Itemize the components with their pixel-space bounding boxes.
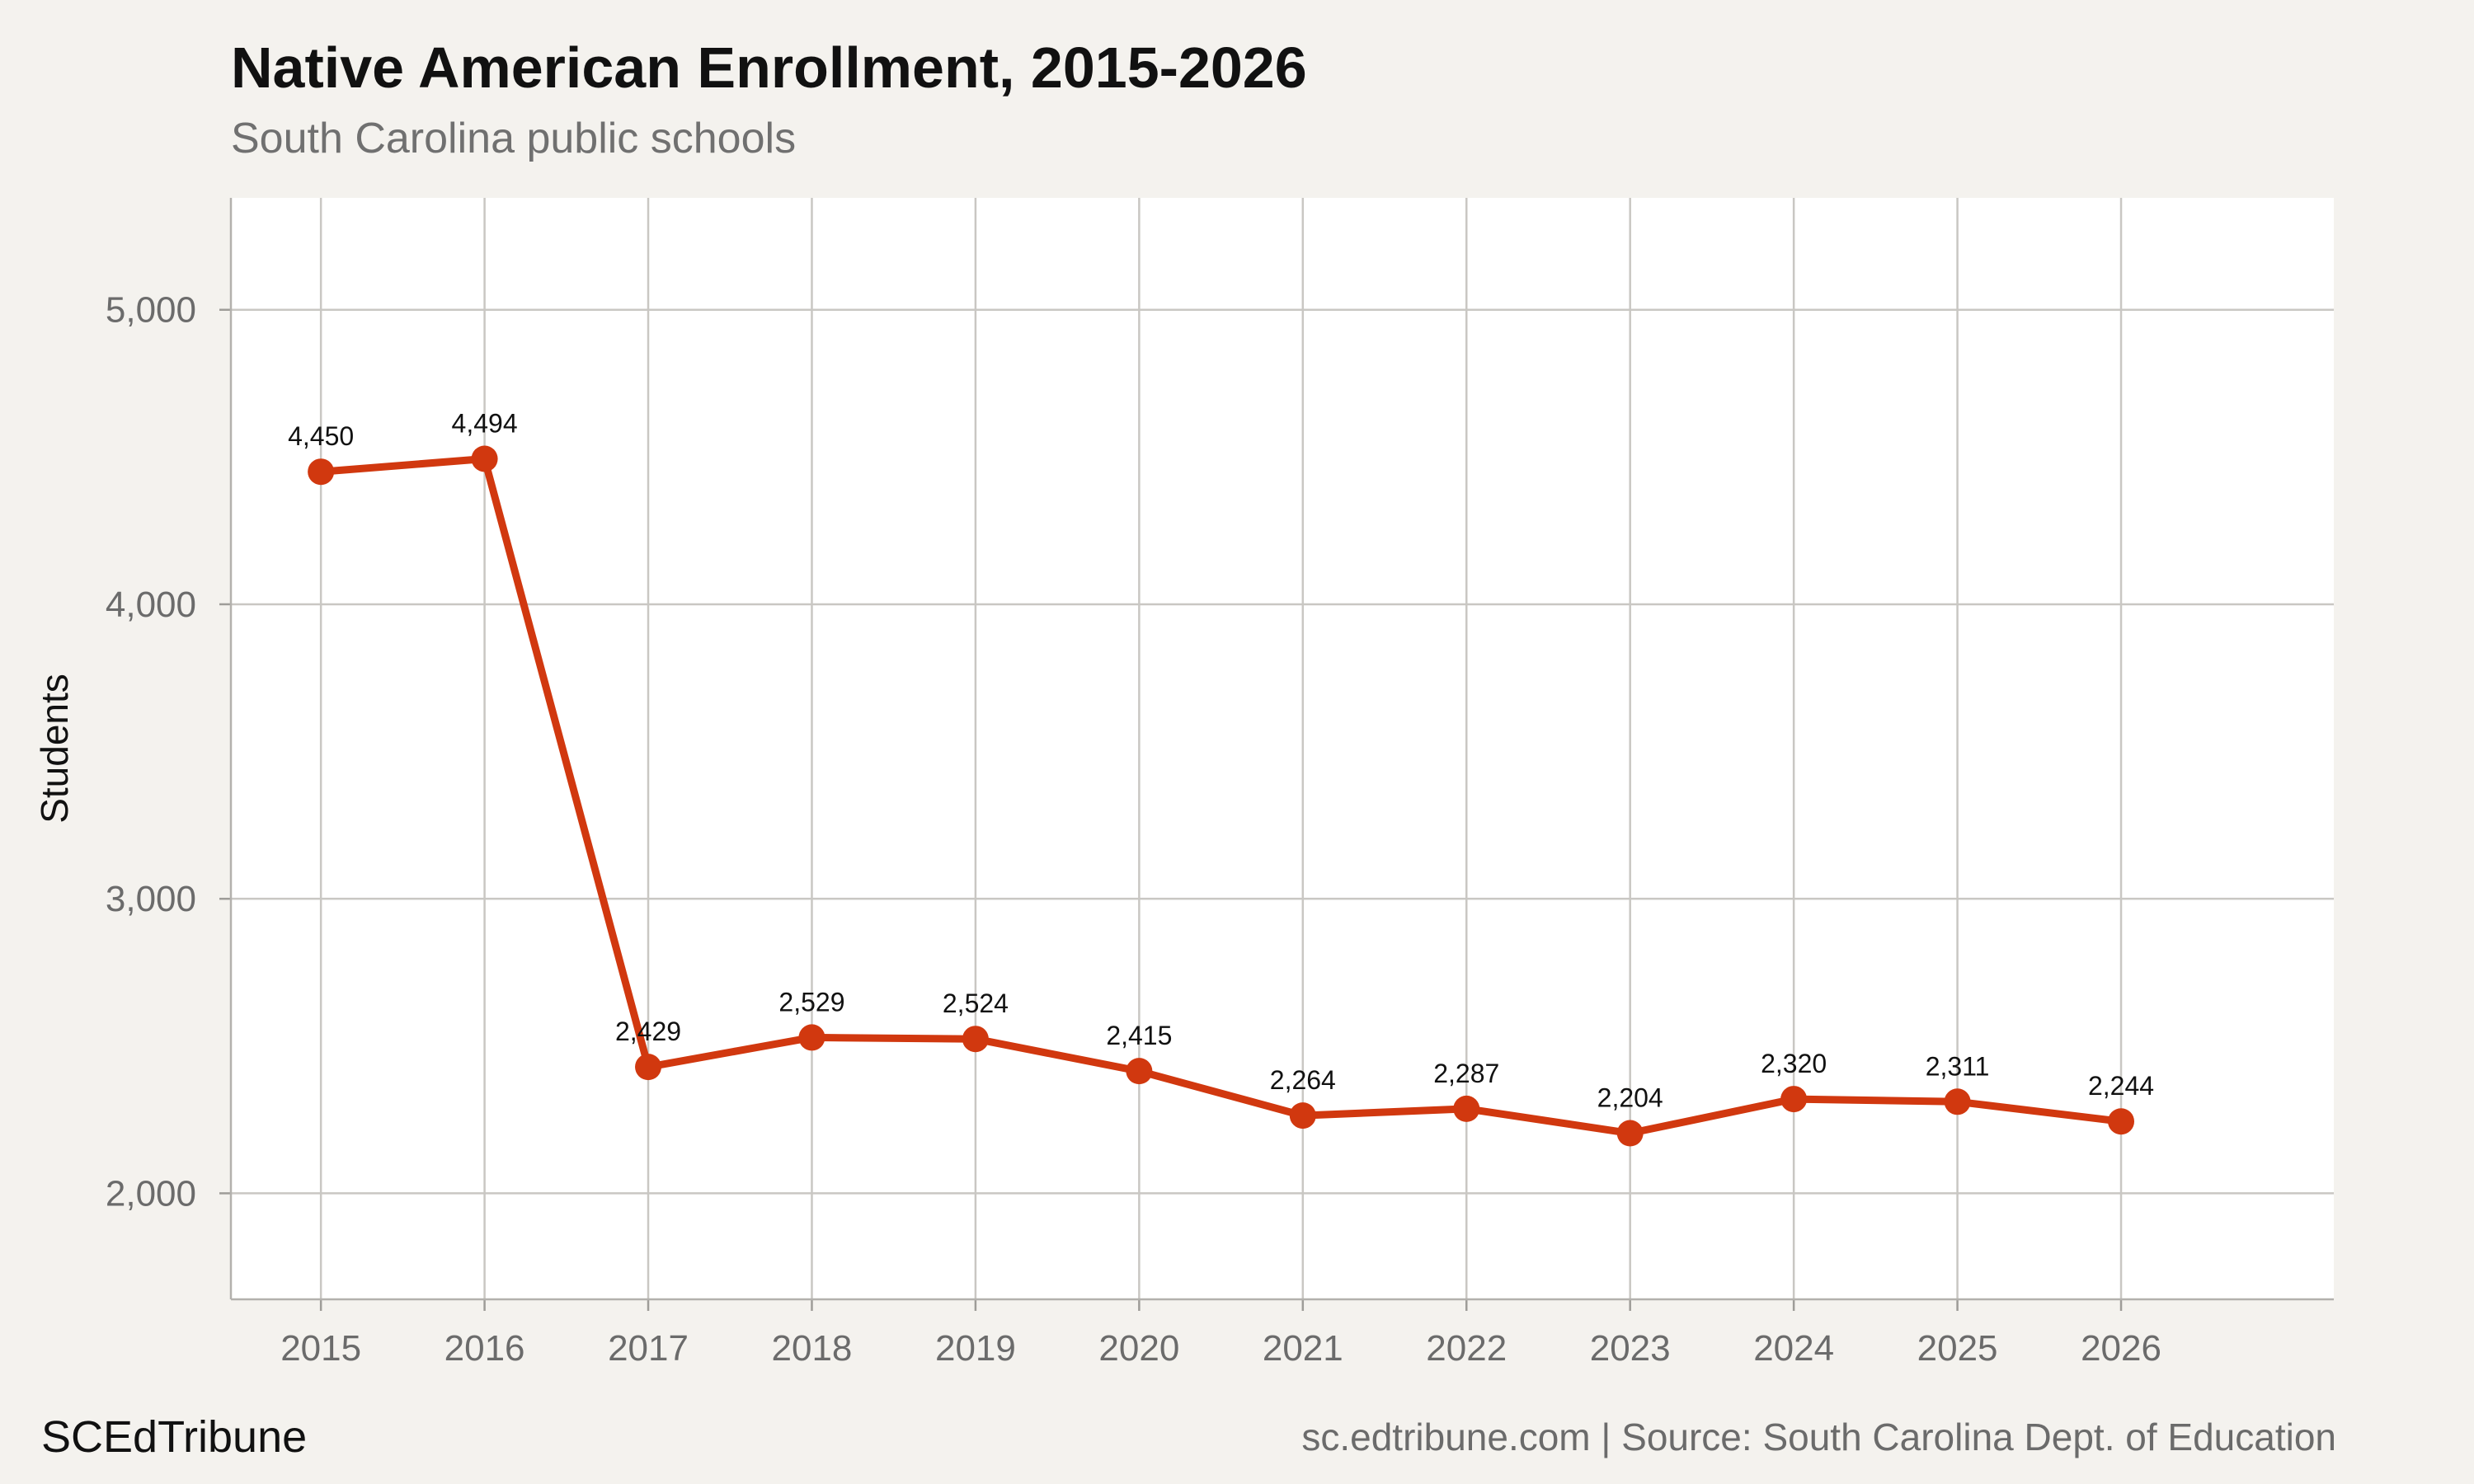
data-label: 2,320	[1761, 1049, 1827, 1078]
x-tick-label: 2015	[280, 1328, 361, 1369]
series-enrollment	[308, 445, 2135, 1147]
data-label: 2,524	[943, 989, 1009, 1018]
x-tick-label: 2024	[1753, 1328, 1834, 1369]
data-point	[1289, 1102, 1316, 1129]
data-point	[798, 1024, 825, 1051]
x-tick-label: 2017	[608, 1328, 689, 1369]
data-label: 2,415	[1106, 1021, 1172, 1050]
x-tick-label: 2021	[1263, 1328, 1343, 1369]
data-point	[2108, 1108, 2135, 1135]
data-label: 2,244	[2088, 1071, 2154, 1101]
data-point	[1126, 1058, 1153, 1085]
y-tick-label: 3,000	[106, 879, 196, 919]
data-label: 2,287	[1433, 1059, 1499, 1088]
x-tick-label: 2020	[1098, 1328, 1179, 1369]
x-tick-label: 2026	[2081, 1328, 2161, 1369]
y-tick-label: 5,000	[106, 290, 196, 331]
x-tick-label: 2019	[935, 1328, 1016, 1369]
y-axis-title: Students	[33, 674, 76, 824]
data-point	[1944, 1088, 1971, 1115]
data-label: 2,429	[615, 1017, 681, 1046]
axes: 2015 2016 2017 2018 2019 2020 2021 2022 2023 2024…	[33, 198, 2334, 1369]
x-tick-label: 2025	[1917, 1328, 1998, 1369]
chart-title: Native American Enrollment, 2015-2026	[231, 35, 1307, 100]
y-tick-label: 4,000	[106, 585, 196, 625]
data-point	[962, 1026, 989, 1053]
brand-wordmark: SCEdTribune	[41, 1412, 308, 1462]
source-credit: sc.edtribune.com | Source: South Carolin…	[1301, 1416, 2336, 1458]
x-tick-label: 2018	[772, 1328, 853, 1369]
data-label: 2,529	[778, 987, 844, 1017]
data-label: 2,311	[1926, 1051, 1990, 1081]
x-tick-label: 2023	[1590, 1328, 1671, 1369]
data-labels: 4,450 4,494 2,429 2,529 2,524 2,415 2,264 2,287…	[288, 408, 2154, 1112]
chart-subtitle: South Carolina public schools	[231, 115, 797, 162]
plot-panel	[231, 198, 2334, 1299]
y-tick-label: 2,000	[106, 1173, 196, 1214]
data-label: 4,450	[288, 421, 354, 451]
x-tick-label: 2016	[444, 1328, 525, 1369]
data-point	[1616, 1120, 1644, 1147]
data-point	[635, 1054, 662, 1081]
data-point	[308, 458, 335, 486]
data-point	[471, 445, 498, 472]
data-label: 4,494	[452, 408, 518, 438]
data-label: 2,264	[1270, 1065, 1336, 1095]
data-point	[1780, 1086, 1808, 1113]
data-label: 2,204	[1597, 1083, 1663, 1113]
series-line	[317, 454, 2125, 1138]
data-point	[1453, 1095, 1480, 1122]
x-tick-label: 2022	[1426, 1328, 1507, 1369]
